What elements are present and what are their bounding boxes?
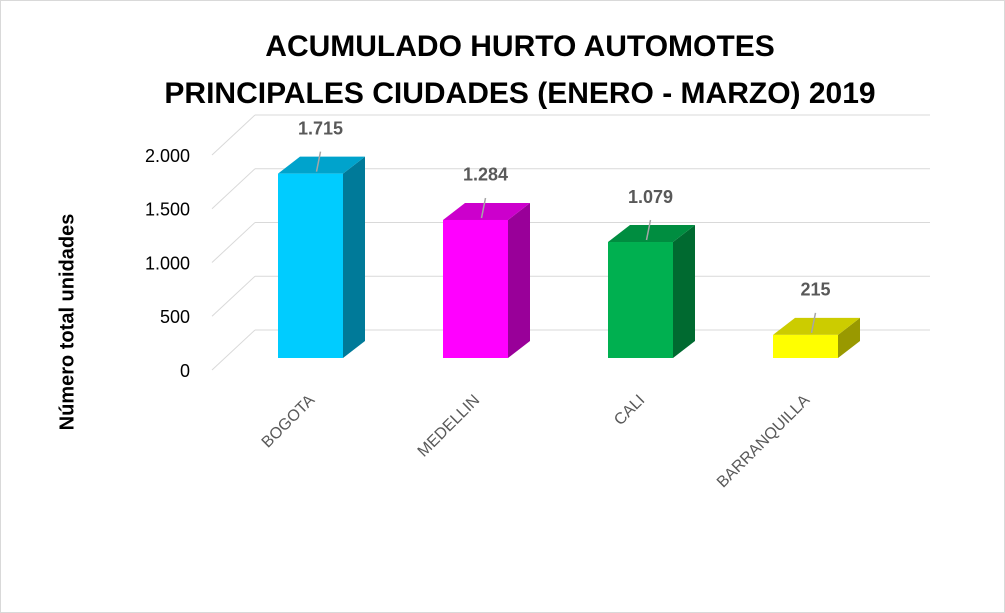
bar-side [673, 225, 695, 358]
y-tick-label: 1.000 [145, 253, 190, 273]
grid-line [211, 222, 256, 263]
bar-top [608, 225, 695, 243]
bar-top [443, 202, 530, 220]
bar [608, 242, 673, 358]
grid-line [211, 275, 256, 317]
bar [278, 173, 343, 358]
value-label: 1.284 [463, 165, 508, 185]
chart-title: PRINCIPALES CIUDADES (ENERO - MARZO) 201… [164, 77, 875, 110]
leader-line [480, 197, 487, 219]
y-tick-label: 500 [160, 307, 190, 327]
y-axis-label: Número total unidades [56, 214, 78, 431]
bar-side [343, 156, 365, 358]
bar [773, 334, 838, 358]
value-label: 215 [800, 280, 830, 300]
bar-side [508, 202, 530, 358]
grid-line [211, 114, 256, 156]
leader-line [645, 219, 652, 241]
grid-line [211, 168, 256, 210]
y-tick-label: 1.500 [145, 200, 190, 220]
value-label: 1.715 [298, 118, 343, 138]
bar-side [838, 317, 860, 358]
grid-line [211, 329, 256, 371]
y-tick-label: 2.000 [145, 146, 190, 166]
chart-title: ACUMULADO HURTO AUTOMOTES [265, 30, 774, 63]
y-tick-label: 0 [180, 361, 190, 381]
bar-top [773, 317, 860, 335]
value-label: 1.079 [628, 187, 673, 207]
leader-line [315, 151, 322, 172]
bar [443, 219, 508, 358]
bar-top [278, 156, 365, 174]
leader-line [810, 312, 817, 334]
